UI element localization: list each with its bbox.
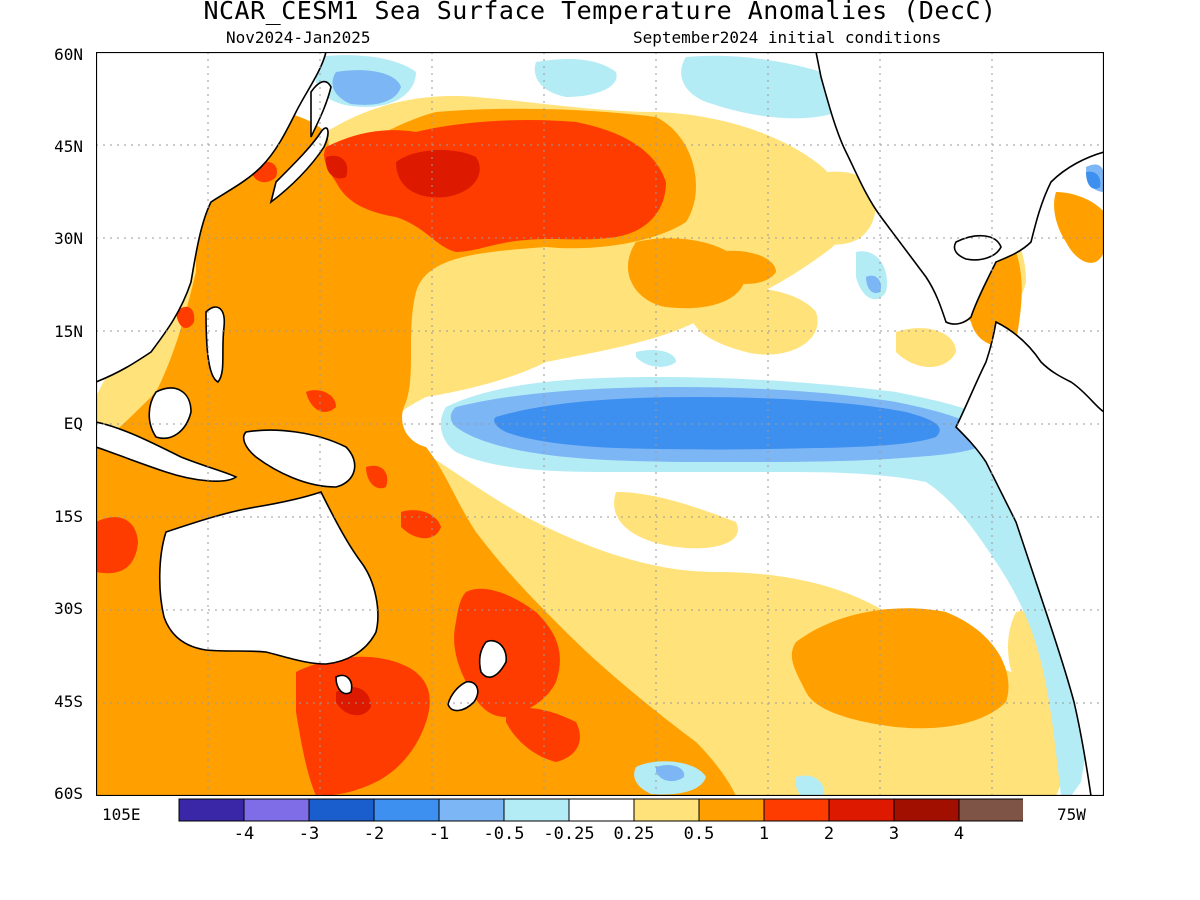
colorbar-swatch bbox=[308, 798, 375, 822]
lat-label-45n: 45N bbox=[54, 137, 83, 156]
colorbar-swatch bbox=[503, 798, 570, 822]
colorbar bbox=[178, 798, 1023, 822]
lat-label-30n: 30N bbox=[54, 229, 83, 248]
colorbar-swatch bbox=[438, 798, 505, 822]
graticule bbox=[96, 52, 1104, 796]
colorbar-tick-label: -3 bbox=[298, 824, 320, 844]
lat-label-45s: 45S bbox=[54, 692, 83, 711]
colorbar-swatch bbox=[633, 798, 700, 822]
colorbar-tick-label: -0.5 bbox=[483, 824, 525, 844]
lat-label-eq: EQ bbox=[63, 414, 83, 433]
colorbar-tick-label: 0.25 bbox=[613, 824, 655, 844]
colorbar-tick-label: 4 bbox=[953, 824, 965, 844]
map-title: NCAR_CESM1 Sea Surface Temperature Anoma… bbox=[203, 0, 997, 25]
colorbar-tick-label: -2 bbox=[363, 824, 385, 844]
lat-label-30s: 30S bbox=[54, 599, 83, 618]
lon-label-105e: 105E bbox=[102, 805, 141, 824]
colorbar-swatch bbox=[568, 798, 635, 822]
lat-label-15s: 15S bbox=[54, 507, 83, 526]
colorbar-swatch bbox=[243, 798, 310, 822]
initial-conditions: September2024 initial conditions bbox=[633, 28, 942, 47]
anomaly-neg-1-2-region bbox=[494, 171, 1101, 450]
lon-label-75w: 75W bbox=[1057, 805, 1086, 824]
colorbar-swatch bbox=[958, 798, 1023, 822]
lat-label-60n: 60N bbox=[54, 45, 83, 64]
lat-label-15n: 15N bbox=[54, 322, 83, 341]
colorbar-tick-label: 0.5 bbox=[683, 824, 715, 844]
land-outlines bbox=[96, 52, 1104, 796]
colorbar-tick-label: -1 bbox=[428, 824, 450, 844]
colorbar-tick-label: 1 bbox=[758, 824, 770, 844]
colorbar-swatch bbox=[178, 798, 245, 822]
lat-label-60s: 60S bbox=[54, 784, 83, 803]
colorbar-tick-label: -4 bbox=[233, 824, 255, 844]
colorbar-tick-label: 3 bbox=[888, 824, 900, 844]
colorbar-swatch bbox=[698, 798, 765, 822]
colorbar-swatch bbox=[893, 798, 960, 822]
colorbar-swatch bbox=[828, 798, 895, 822]
map-frame bbox=[96, 52, 1104, 796]
colorbar-swatch bbox=[373, 798, 440, 822]
colorbar-tick-label: 2 bbox=[823, 824, 835, 844]
sst-anomaly-map bbox=[96, 52, 1104, 796]
colorbar-tick-label: -0.25 bbox=[543, 824, 595, 844]
forecast-period: Nov2024-Jan2025 bbox=[226, 28, 371, 47]
anomaly-1-2-region bbox=[96, 120, 666, 796]
colorbar-swatch bbox=[763, 798, 830, 822]
